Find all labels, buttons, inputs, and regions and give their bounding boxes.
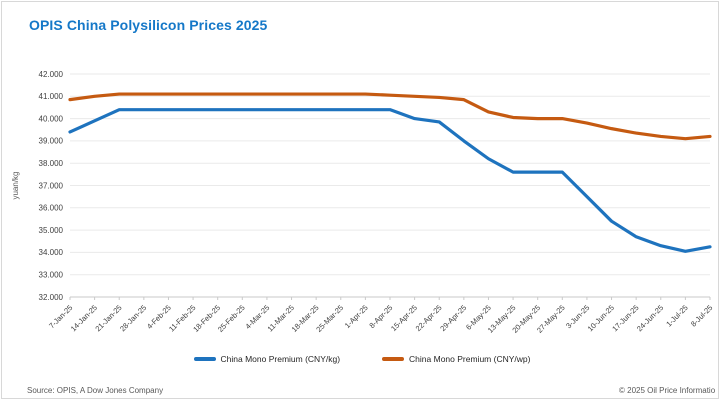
chart-title: OPIS China Polysilicon Prices 2025: [29, 17, 268, 33]
legend-item-cny-kg: China Mono Premium (CNY/kg): [193, 354, 341, 364]
svg-text:42.000: 42.000: [39, 70, 64, 79]
svg-text:25-Feb-25: 25-Feb-25: [216, 303, 247, 334]
svg-text:29-Apr-25: 29-Apr-25: [438, 303, 468, 333]
legend: China Mono Premium (CNY/kg) China Mono P…: [2, 351, 720, 367]
svg-text:39.000: 39.000: [39, 137, 64, 146]
svg-text:37.000: 37.000: [39, 181, 64, 190]
y-gridlines: [70, 73, 710, 298]
y-tick-labels: 32.000 33.000 34.000 35.000 36.000 37.000 38.0…: [39, 70, 64, 302]
x-tick-labels: 7-Jan-2514-Jan-2521-Jan-2528-Jan-254-Feb…: [47, 297, 714, 335]
y-axis-title: yuan/kg: [11, 171, 20, 199]
svg-text:24-Jun-25: 24-Jun-25: [635, 303, 665, 333]
svg-text:35.000: 35.000: [39, 226, 64, 235]
legend-swatch-cny-kg: [193, 357, 216, 361]
svg-text:38.000: 38.000: [39, 159, 64, 168]
svg-text:34.000: 34.000: [39, 248, 64, 257]
legend-label-cny-wp: China Mono Premium (CNY/wp): [409, 354, 531, 364]
svg-text:25-Mar-25: 25-Mar-25: [314, 303, 345, 334]
polysilicon-price-line-chart: 32.000 33.000 34.000 35.000 36.000 37.000 38.0…: [11, 70, 714, 335]
svg-text:40.000: 40.000: [39, 114, 64, 123]
series-line-cny-kg: [68, 108, 712, 253]
svg-text:33.000: 33.000: [39, 271, 64, 280]
svg-text:1-Jul-25: 1-Jul-25: [664, 303, 690, 329]
legend-label-cny-kg: China Mono Premium (CNY/kg): [220, 354, 341, 364]
svg-text:1-Apr-25: 1-Apr-25: [343, 303, 370, 330]
legend-swatch-cny-wp: [382, 357, 405, 361]
svg-text:36.000: 36.000: [39, 204, 64, 213]
legend-item-cny-wp: China Mono Premium (CNY/wp): [382, 354, 530, 364]
svg-text:8-Jul-25: 8-Jul-25: [689, 303, 715, 329]
svg-text:28-Jan-25: 28-Jan-25: [118, 303, 148, 333]
svg-text:41.000: 41.000: [39, 92, 64, 101]
source-note: Source: OPIS, A Dow Jones Company: [27, 386, 164, 395]
copyright-note: © 2025 Oil Price Informatio: [619, 386, 716, 395]
chart-card: OPIS China Polysilicon Prices 2025 32.00…: [1, 1, 719, 399]
svg-text:32.000: 32.000: [39, 293, 64, 302]
series-line-cny-wp: [68, 92, 712, 141]
